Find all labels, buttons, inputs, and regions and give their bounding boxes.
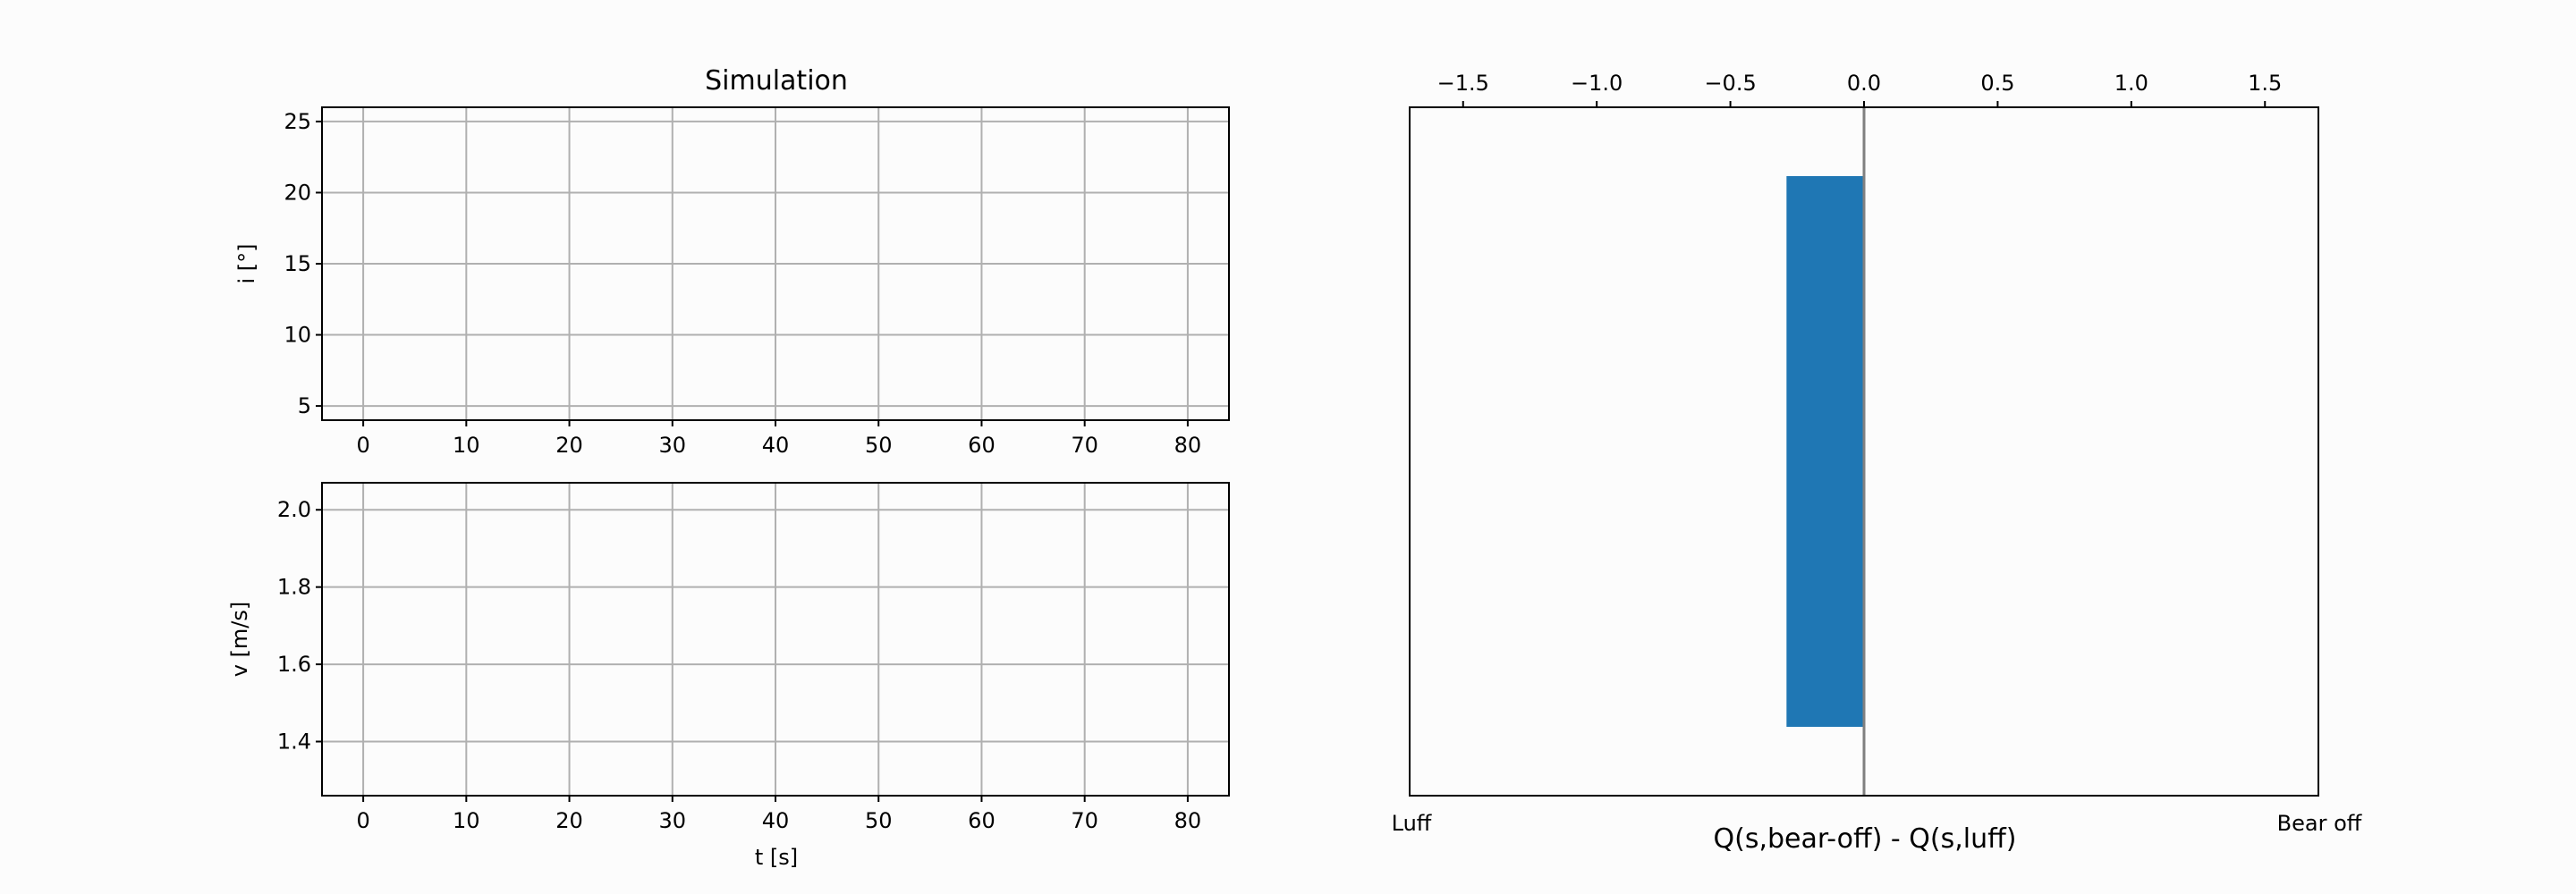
x-tick-label: 30 [658, 808, 686, 833]
x-ticks: 0 10 20 30 40 50 60 70 80 [356, 420, 1201, 458]
grid-lines [322, 483, 1229, 796]
x-tick-label: 10 [453, 433, 480, 458]
x-axis-label: Q(s,bear-off) - Q(s,luff) [1714, 823, 2017, 855]
q-bar [1786, 176, 1864, 727]
grid-lines [322, 107, 1229, 420]
subplot-q-difference: −1.5 −1.0 −0.5 0.0 0.5 1.0 1.5 Luff Bear off Q… [1392, 71, 2362, 855]
y-tick-label: 5 [298, 393, 311, 418]
subplot-speed: 0 10 20 30 40 50 60 70 80 1.4 1.6 1.8 2.0 v [m/s] t… [227, 482, 1230, 870]
top-x-ticks: −1.5 −1.0 −0.5 0.0 0.5 1.0 1.5 [1437, 71, 2282, 107]
y-tick-label: 1.6 [277, 652, 311, 677]
bear-off-label: Bear off [2277, 811, 2362, 836]
top-tick-label: 0.5 [1980, 71, 2014, 96]
x-tick-label: 80 [1174, 433, 1202, 458]
x-tick-label: 70 [1071, 433, 1098, 458]
subplot-title: Simulation [705, 65, 848, 97]
y-axis-label: i [°] [234, 243, 259, 283]
x-tick-label: 20 [555, 433, 583, 458]
y-tick-label: 10 [284, 323, 311, 348]
x-tick-label: 50 [865, 808, 893, 833]
luff-label: Luff [1392, 811, 1432, 836]
x-tick-label: 10 [453, 808, 480, 833]
x-tick-label: 80 [1174, 808, 1202, 833]
y-tick-label: 2.0 [277, 497, 311, 522]
y-tick-label: 15 [284, 251, 311, 276]
y-tick-label: 1.8 [277, 575, 311, 600]
x-tick-label: 0 [356, 433, 369, 458]
y-tick-label: 1.4 [277, 730, 311, 755]
top-tick-label: 1.0 [2114, 71, 2148, 96]
subplot-incidence: Simulation 0 10 20 30 40 50 60 70 80 5 10 15 20 25 i… [234, 65, 1230, 458]
x-tick-label: 40 [762, 808, 790, 833]
x-tick-label: 60 [968, 808, 996, 833]
y-ticks: 1.4 1.6 1.8 2.0 [277, 497, 322, 755]
top-tick-label: −1.0 [1571, 71, 1623, 96]
top-tick-label: 0.0 [1847, 71, 1881, 96]
top-tick-label: −0.5 [1704, 71, 1756, 96]
x-tick-label: 50 [865, 433, 893, 458]
y-axis-label: v [m/s] [227, 602, 252, 678]
top-tick-label: 1.5 [2248, 71, 2282, 96]
x-tick-label: 30 [658, 433, 686, 458]
x-tick-label: 70 [1071, 808, 1098, 833]
x-tick-label: 40 [762, 433, 790, 458]
y-tick-label: 20 [284, 180, 311, 205]
x-axis-label: t [s] [755, 845, 798, 870]
y-tick-label: 25 [284, 109, 311, 134]
x-ticks: 0 10 20 30 40 50 60 70 80 [356, 796, 1201, 833]
x-tick-label: 20 [555, 808, 583, 833]
y-ticks: 5 10 15 20 25 [284, 109, 322, 418]
x-tick-label: 60 [968, 433, 996, 458]
x-tick-label: 0 [356, 808, 369, 833]
top-tick-label: −1.5 [1437, 71, 1489, 96]
